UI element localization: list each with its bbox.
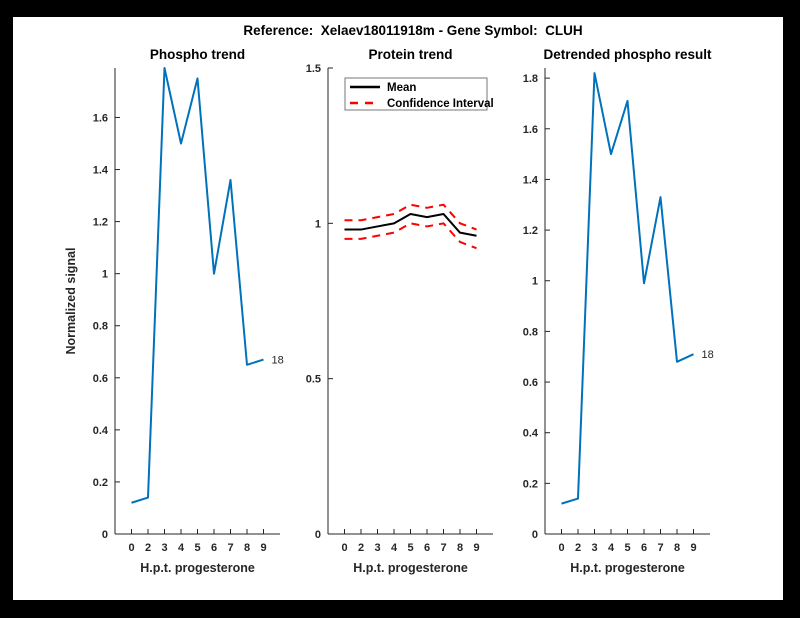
protein-trend-xlabel: H.p.t. progesterone [353, 561, 468, 575]
y-tick-label: 0 [315, 529, 321, 541]
series-line-confidence-interval-lower [344, 222, 477, 250]
x-tick-label: 0 [558, 542, 564, 554]
x-tick-label: 6 [211, 542, 217, 554]
x-tick-label: 6 [424, 542, 430, 554]
y-tick-label: 1 [532, 276, 538, 288]
y-tick-label: 1.4 [523, 174, 539, 186]
x-tick-label: 9 [260, 542, 266, 554]
y-tick-label: 0.5 [306, 374, 321, 386]
x-tick-label: 8 [674, 542, 680, 554]
x-tick-label: 2 [358, 542, 364, 554]
y-tick-label: 1.6 [523, 124, 538, 136]
x-tick-label: 0 [341, 542, 347, 554]
x-tick-label: 0 [128, 542, 134, 554]
x-tick-label: 9 [473, 542, 479, 554]
legend-label: Confidence Interval [387, 98, 494, 110]
x-tick-label: 5 [194, 542, 200, 554]
series-line-mean [344, 213, 477, 237]
protein-trend-chart: Protein trend 0 0.5 1 1.5 0 2 3 4 5 6 7 8 9 H.p.t. pro… [258, 43, 508, 599]
x-tick-label: 2 [145, 542, 151, 554]
x-tick-label: 3 [591, 542, 597, 554]
y-tick-label: 1.8 [523, 73, 538, 85]
detrended-phospho-result-xlabel: H.p.t. progesterone [570, 561, 685, 575]
series-line-detrended-phospho-signal [561, 72, 694, 505]
y-tick-label: 0.4 [93, 425, 109, 437]
y-tick-label: 0 [532, 529, 538, 541]
x-tick-label: 2 [575, 542, 581, 554]
y-tick-label: 1 [102, 269, 108, 281]
phospho-trend-ylabel: Normalized signal [64, 248, 78, 355]
y-tick-label: 1.5 [306, 63, 321, 75]
y-tick-label: 0.4 [523, 428, 539, 440]
y-tick-label: 1.6 [93, 112, 108, 124]
y-tick-label: 0.2 [523, 478, 538, 490]
x-tick-label: 4 [608, 542, 615, 554]
line-end-annotation: 18 [272, 355, 284, 367]
x-tick-label: 9 [690, 542, 696, 554]
series-line-phospho-signal [131, 67, 264, 504]
x-tick-label: 8 [457, 542, 463, 554]
detrended-phospho-result-title: Detrended phospho result [543, 47, 712, 62]
series-line-confidence-interval [344, 203, 477, 231]
x-tick-label: 7 [657, 542, 663, 554]
y-tick-label: 0.6 [93, 373, 108, 385]
y-tick-label: 1.2 [523, 225, 538, 237]
phospho-trend-xlabel: H.p.t. progesterone [140, 561, 255, 575]
detrended-phospho-result-svg: Detrended phospho result 0 0.2 0.4 0.6 0.8 1 1.… [523, 47, 714, 575]
line-end-annotation: 18 [702, 349, 714, 361]
x-tick-label: 3 [161, 542, 167, 554]
y-tick-label: 1.4 [93, 165, 109, 177]
legend-label: Mean [387, 82, 416, 94]
y-tick-label: 0 [102, 529, 108, 541]
x-tick-label: 7 [227, 542, 233, 554]
protein-trend-title: Protein trend [368, 47, 452, 62]
figure-title: Reference: Xelaev18011918m - Gene Symbol… [243, 23, 583, 38]
x-tick-label: 7 [440, 542, 446, 554]
x-tick-label: 4 [178, 542, 185, 554]
legend-box [344, 77, 488, 111]
x-tick-label: 3 [374, 542, 380, 554]
phospho-trend-title: Phospho trend [150, 47, 245, 62]
detrended-phospho-result-chart: Detrended phospho result 0 0.2 0.4 0.6 0.8 1 1.… [475, 43, 725, 599]
y-tick-label: 1.2 [93, 217, 108, 229]
x-tick-label: 6 [641, 542, 647, 554]
y-tick-label: 0.8 [93, 321, 108, 333]
figure-canvas: Reference: Xelaev18011918m - Gene Symbol… [13, 17, 783, 600]
x-tick-label: 5 [407, 542, 413, 554]
y-tick-label: 0.8 [523, 326, 538, 338]
x-tick-label: 4 [391, 542, 398, 554]
x-tick-label: 5 [624, 542, 630, 554]
phospho-trend-chart: Phospho trend 0 0.2 0.4 0.6 0.8 1 1.2 1.4 1.6 0 2 3 4… [45, 43, 295, 599]
y-tick-label: 1 [315, 218, 321, 230]
x-tick-label: 8 [244, 542, 250, 554]
y-tick-label: 0.2 [93, 477, 108, 489]
y-tick-label: 0.6 [523, 377, 538, 389]
